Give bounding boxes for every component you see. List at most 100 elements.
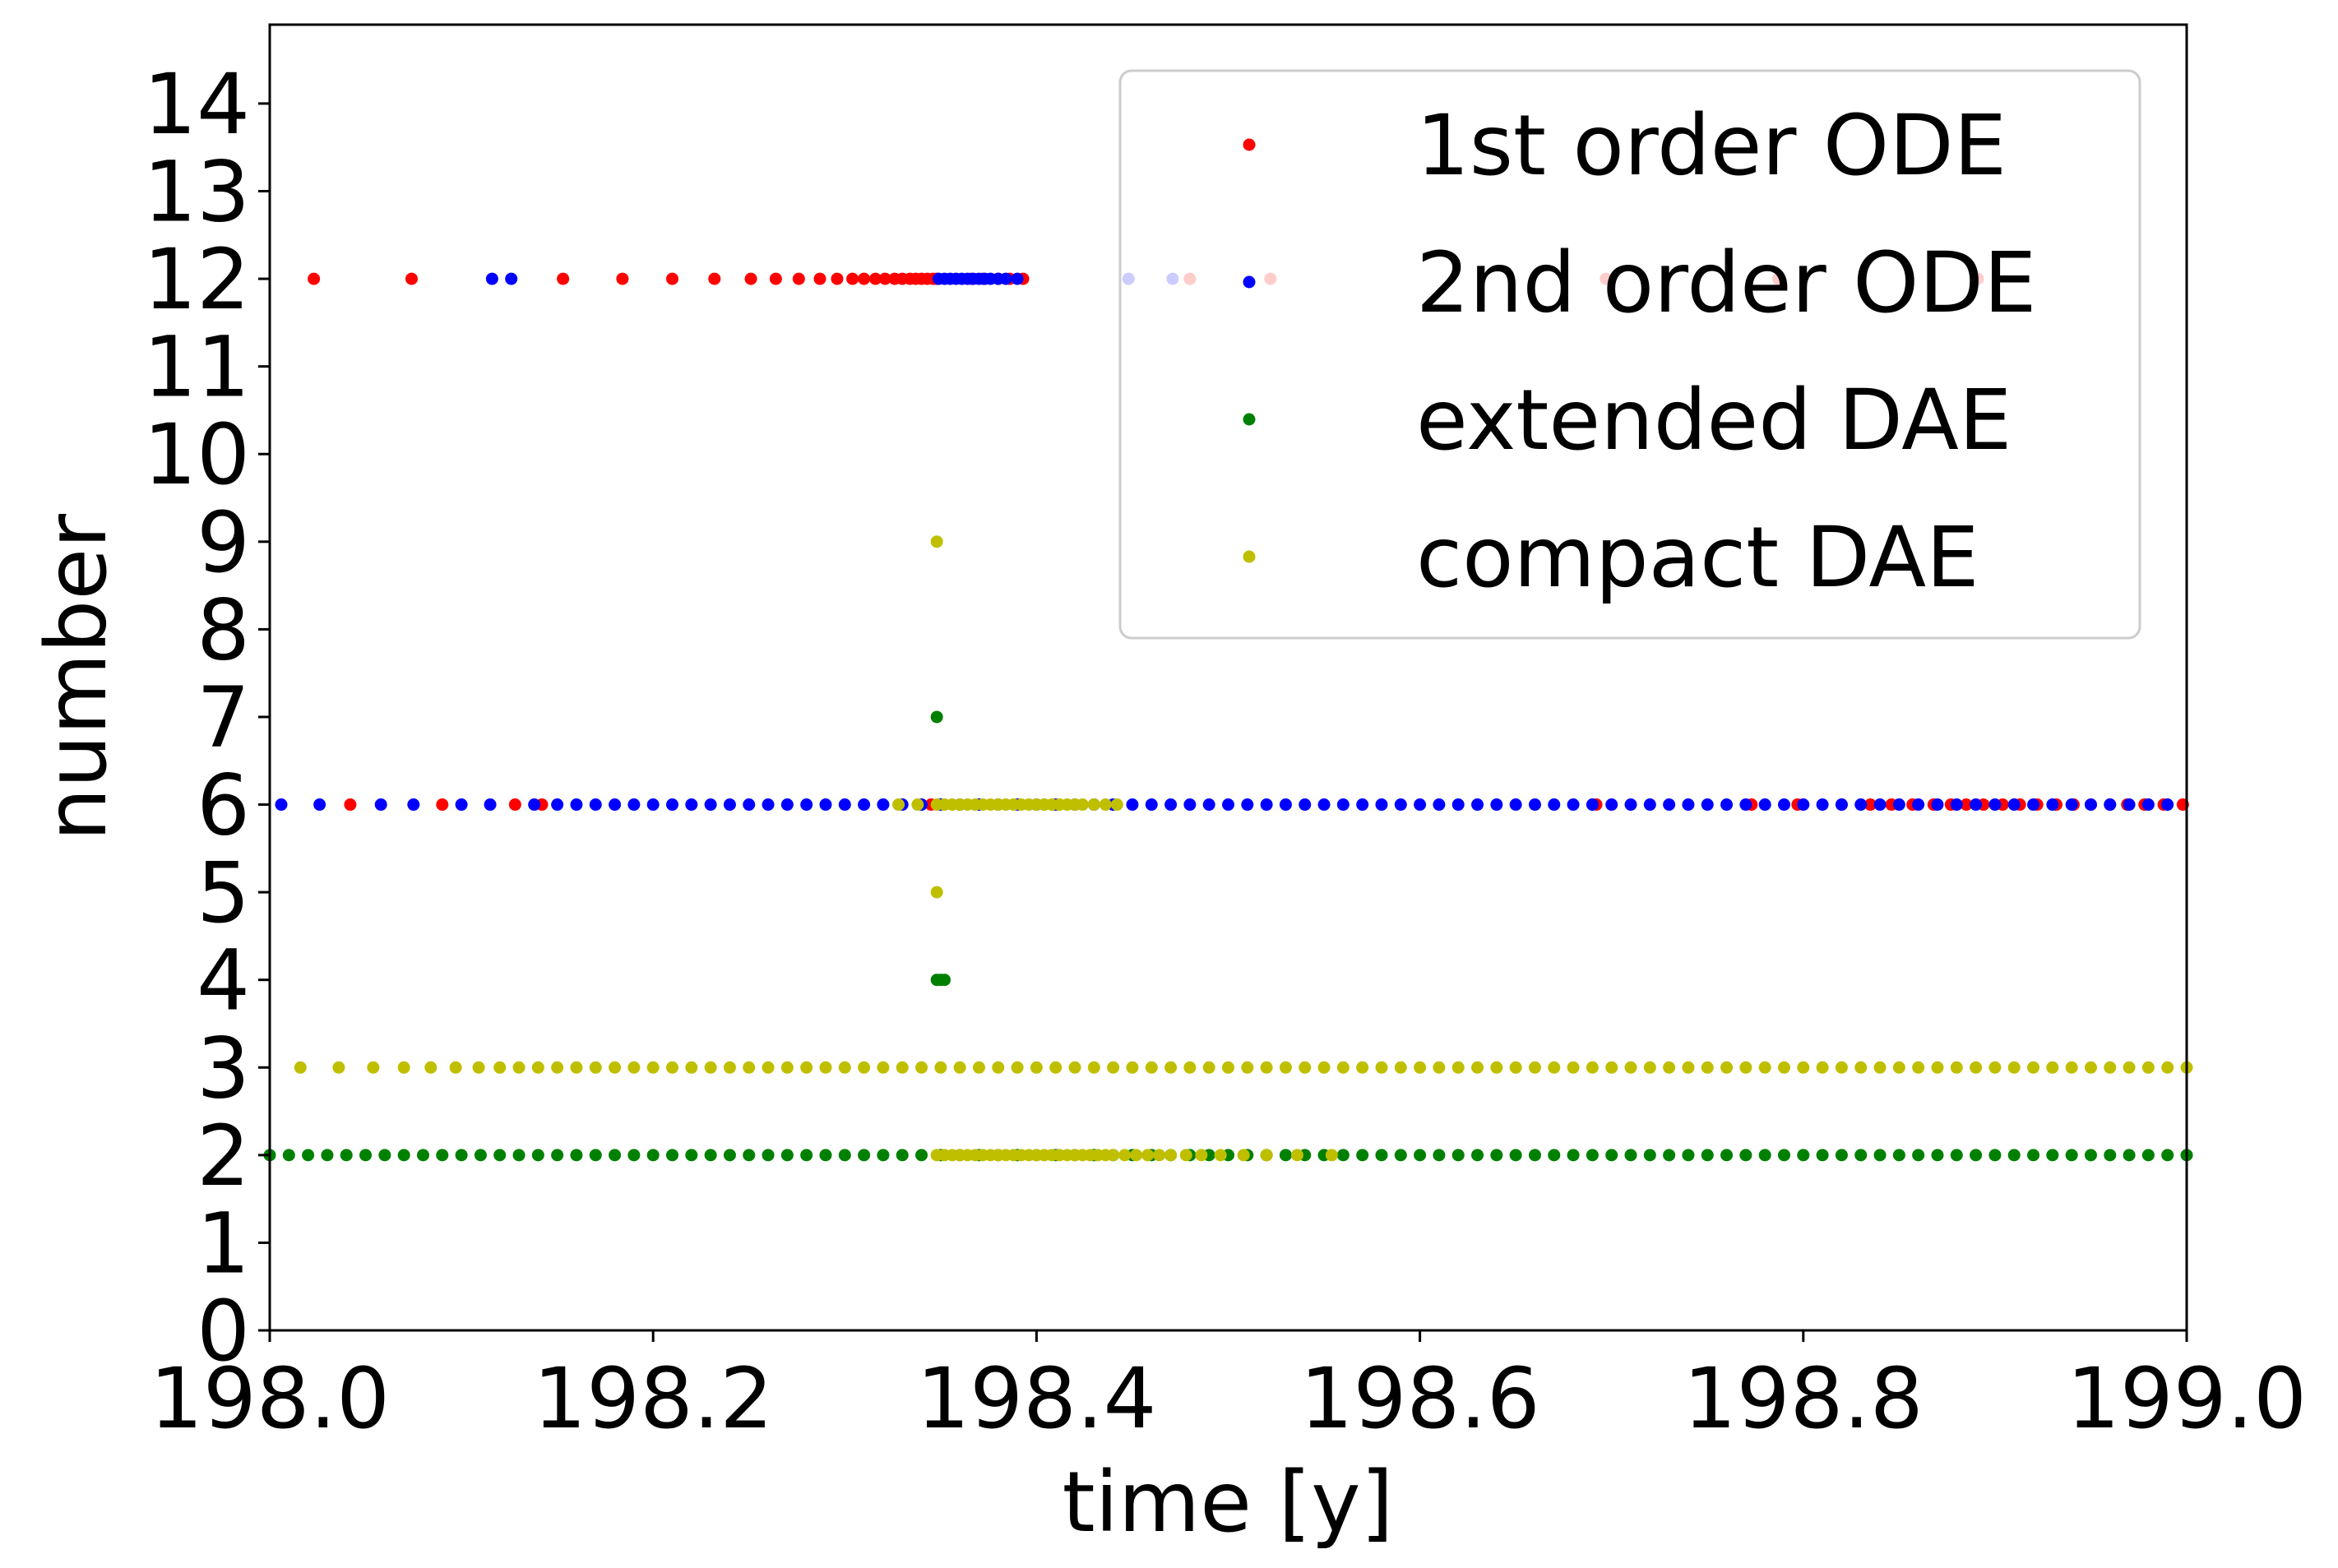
y-tick-label: 2 bbox=[197, 1108, 250, 1205]
data-point bbox=[1153, 1149, 1166, 1162]
data-point bbox=[930, 886, 943, 899]
data-point bbox=[2027, 798, 2040, 812]
data-point bbox=[2065, 1149, 2078, 1162]
data-point bbox=[589, 1061, 602, 1074]
data-point bbox=[1375, 1149, 1388, 1162]
data-point bbox=[1183, 798, 1197, 812]
data-point bbox=[1970, 1061, 1983, 1074]
data-point bbox=[1164, 1061, 1178, 1074]
data-point bbox=[321, 1149, 334, 1162]
data-point bbox=[1528, 1149, 1541, 1162]
data-point bbox=[627, 1149, 641, 1162]
data-point bbox=[1854, 798, 1868, 812]
data-point bbox=[877, 1061, 890, 1074]
data-point bbox=[838, 1149, 851, 1162]
data-point bbox=[1375, 1061, 1388, 1074]
data-point bbox=[609, 1149, 622, 1162]
data-point bbox=[838, 798, 851, 812]
data-point bbox=[282, 1149, 295, 1162]
data-point bbox=[397, 1061, 410, 1074]
data-point bbox=[407, 798, 420, 812]
data-point bbox=[570, 1061, 583, 1074]
x-tick-label: 198.6 bbox=[1300, 1350, 1540, 1448]
data-point bbox=[340, 1149, 353, 1162]
data-point bbox=[2084, 1149, 2097, 1162]
x-tick-label: 198.8 bbox=[1683, 1350, 1924, 1448]
data-point bbox=[1202, 1061, 1215, 1074]
data-point bbox=[792, 272, 805, 285]
legend-label: extended DAE bbox=[1416, 372, 2012, 469]
data-point bbox=[743, 1061, 756, 1074]
y-tick-label: 10 bbox=[143, 406, 250, 504]
data-point bbox=[512, 1061, 525, 1074]
y-tick-label: 6 bbox=[197, 757, 250, 855]
data-point bbox=[1279, 1061, 1292, 1074]
data-point bbox=[332, 1061, 345, 1074]
data-point bbox=[780, 798, 794, 812]
data-point bbox=[1414, 798, 1427, 812]
data-point bbox=[646, 1149, 660, 1162]
data-point bbox=[1394, 798, 1407, 812]
x-tick-label: 198.2 bbox=[533, 1350, 773, 1448]
data-point bbox=[570, 798, 583, 812]
data-point bbox=[609, 798, 622, 812]
x-tick-label: 198.4 bbox=[916, 1350, 1156, 1448]
data-point bbox=[397, 1149, 410, 1162]
data-point bbox=[1682, 1149, 1695, 1162]
data-point bbox=[1110, 798, 1123, 812]
data-point bbox=[2007, 798, 2021, 812]
data-point bbox=[1988, 798, 2002, 812]
data-point bbox=[1912, 798, 1925, 812]
data-point bbox=[800, 798, 813, 812]
data-point bbox=[449, 1061, 462, 1074]
data-point bbox=[627, 1061, 641, 1074]
data-point bbox=[416, 1149, 429, 1162]
data-point bbox=[505, 272, 518, 285]
data-point bbox=[493, 1149, 507, 1162]
data-point bbox=[1663, 1149, 1676, 1162]
data-point bbox=[1356, 1061, 1369, 1074]
data-point bbox=[1130, 1149, 1143, 1162]
y-tick-label: 7 bbox=[197, 669, 250, 767]
data-point bbox=[1099, 798, 1112, 812]
data-point bbox=[455, 798, 468, 812]
data-point bbox=[1356, 798, 1369, 812]
data-point bbox=[2084, 1061, 2097, 1074]
data-point bbox=[1548, 1149, 1561, 1162]
data-point bbox=[1816, 1149, 1829, 1162]
data-point bbox=[2065, 798, 2078, 812]
data-point bbox=[1237, 1149, 1250, 1162]
data-point bbox=[1586, 1149, 1599, 1162]
data-point bbox=[2161, 798, 2174, 812]
legend-label: 1st order ODE bbox=[1416, 97, 2007, 195]
data-point bbox=[819, 1149, 832, 1162]
data-point bbox=[915, 1061, 928, 1074]
data-point bbox=[1720, 1061, 1734, 1074]
data-point bbox=[1873, 1061, 1887, 1074]
data-point bbox=[1548, 1061, 1561, 1074]
data-point bbox=[436, 798, 449, 812]
data-point bbox=[1336, 798, 1350, 812]
data-point bbox=[780, 1061, 794, 1074]
data-point bbox=[275, 798, 288, 812]
data-point bbox=[972, 1061, 985, 1074]
legend-marker bbox=[1243, 138, 1256, 151]
data-point bbox=[723, 798, 736, 812]
data-point bbox=[531, 1061, 544, 1074]
data-point bbox=[1528, 1061, 1541, 1074]
data-point bbox=[646, 1061, 660, 1074]
data-point bbox=[1414, 1149, 1427, 1162]
data-point bbox=[1873, 1149, 1887, 1162]
data-point bbox=[1336, 1149, 1350, 1162]
data-point bbox=[1835, 1149, 1848, 1162]
data-point bbox=[1375, 798, 1388, 812]
data-point bbox=[1317, 1061, 1331, 1074]
y-tick-label: 11 bbox=[143, 319, 250, 417]
data-point bbox=[1739, 1149, 1752, 1162]
y-tick-label: 0 bbox=[197, 1283, 250, 1381]
data-point bbox=[1912, 1061, 1925, 1074]
y-tick-label: 4 bbox=[197, 932, 250, 1030]
data-point bbox=[405, 272, 418, 285]
data-point bbox=[1325, 1149, 1338, 1162]
y-tick-label: 5 bbox=[197, 844, 250, 942]
